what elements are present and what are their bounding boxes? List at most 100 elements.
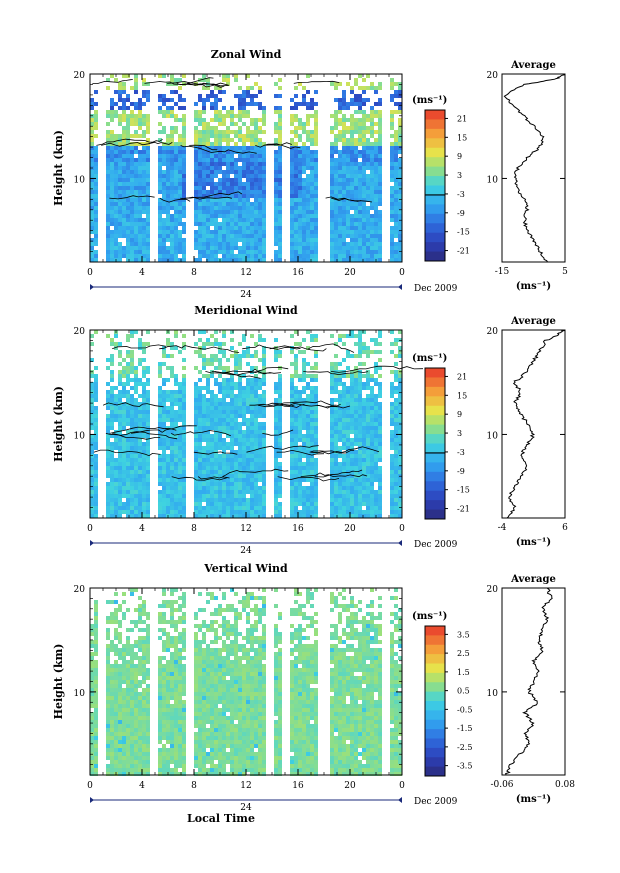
heatmap-cell <box>398 466 402 470</box>
heatmap-cell <box>222 158 226 162</box>
heatmap-cell <box>206 470 210 474</box>
heatmap-cell <box>262 458 266 462</box>
contour-line <box>293 80 340 84</box>
heatmap-cell <box>358 338 362 342</box>
heatmap-cell <box>162 426 166 430</box>
heatmap-cell <box>118 454 122 458</box>
heatmap-cell <box>126 250 130 254</box>
heatmap-cell <box>218 214 222 218</box>
heatmap-cell <box>398 246 402 250</box>
heatmap-cell <box>198 466 202 470</box>
heatmap-cell <box>314 338 318 342</box>
heatmap-cell <box>238 494 242 498</box>
heatmap-cell <box>394 466 398 470</box>
heatmap-cell <box>218 230 222 234</box>
heatmap-cell <box>310 410 314 414</box>
heatmap-cell <box>178 182 182 186</box>
heatmap-cell <box>370 490 374 494</box>
heatmap-cell <box>278 134 282 138</box>
heatmap-cell <box>174 402 178 406</box>
heatmap-cell <box>310 338 314 342</box>
heatmap-cell <box>166 490 170 494</box>
heatmap-cell <box>182 106 186 110</box>
heatmap-cell <box>202 210 206 214</box>
heatmap-cell <box>390 434 394 438</box>
heatmap-cell <box>126 254 130 258</box>
heatmap-cell <box>262 234 266 238</box>
heatmap-cell <box>146 414 150 418</box>
heatmap-cell <box>258 106 262 110</box>
heatmap-cell <box>158 214 162 218</box>
heatmap-cell <box>254 482 258 486</box>
heatmap-cell <box>214 394 218 398</box>
heatmap-cell <box>342 394 346 398</box>
heatmap-cell <box>330 426 334 430</box>
heatmap-cell <box>350 498 354 502</box>
heatmap-cell <box>206 502 210 506</box>
heatmap-cell <box>338 462 342 466</box>
heatmap-cell <box>230 154 234 158</box>
heatmap-cell <box>346 210 350 214</box>
heatmap-cell <box>346 254 350 258</box>
heatmap-cell <box>202 342 206 346</box>
heatmap-cell <box>234 206 238 210</box>
heatmap-cell <box>290 258 294 262</box>
heatmap-cell <box>366 414 370 418</box>
heatmap-cell <box>218 170 222 174</box>
heatmap-cell <box>378 190 382 194</box>
heatmap-cell <box>110 162 114 166</box>
heatmap-cell <box>330 190 334 194</box>
heatmap-cell <box>90 138 94 142</box>
heatmap-cell <box>126 98 130 102</box>
heatmap-cell <box>278 466 282 470</box>
heatmap-cell <box>230 498 234 502</box>
heatmap-cell <box>378 490 382 494</box>
heatmap-cell <box>254 202 258 206</box>
heatmap-cell <box>338 134 342 138</box>
heatmap-cell <box>142 170 146 174</box>
heatmap-cell <box>174 414 178 418</box>
heatmap-cell <box>330 406 334 410</box>
heatmap-cell <box>242 354 246 358</box>
heatmap-cell <box>222 190 226 194</box>
heatmap-cell <box>242 166 246 170</box>
heatmap-cell <box>310 238 314 242</box>
heatmap-cell <box>242 174 246 178</box>
heatmap-cell <box>222 378 226 382</box>
heatmap-cell <box>118 190 122 194</box>
heatmap-cell <box>122 470 126 474</box>
heatmap-cell <box>302 374 306 378</box>
heatmap-cell <box>226 414 230 418</box>
heatmap-cell <box>202 166 206 170</box>
heatmap-cell <box>174 154 178 158</box>
heatmap-cell <box>138 450 142 454</box>
heatmap-cell <box>122 386 126 390</box>
heatmap-cell <box>142 222 146 226</box>
heatmap-cell <box>238 514 242 518</box>
heatmap-cell <box>374 422 378 426</box>
heatmap-cell <box>334 238 338 242</box>
heatmap-cell <box>170 434 174 438</box>
heatmap-cell <box>90 142 94 146</box>
heatmap-cell <box>338 246 342 250</box>
heatmap-cell <box>194 502 198 506</box>
heatmap-cell <box>298 82 302 86</box>
heatmap-cell <box>310 142 314 146</box>
heatmap-cell <box>234 478 238 482</box>
heatmap-cell <box>210 102 214 106</box>
heatmap-cell <box>170 354 174 358</box>
heatmap-cell <box>162 222 166 226</box>
heatmap-cell <box>294 478 298 482</box>
heatmap-cell <box>378 242 382 246</box>
heatmap-cell <box>378 230 382 234</box>
heatmap-cell <box>342 426 346 430</box>
heatmap-cell <box>366 406 370 410</box>
heatmap-cell <box>238 210 242 214</box>
heatmap-cell <box>182 226 186 230</box>
heatmap-cell <box>338 230 342 234</box>
heatmap-cell <box>346 154 350 158</box>
heatmap-cell <box>330 402 334 406</box>
heatmap-cell <box>126 338 130 342</box>
heatmap-cell <box>330 218 334 222</box>
heatmap-cell <box>214 202 218 206</box>
